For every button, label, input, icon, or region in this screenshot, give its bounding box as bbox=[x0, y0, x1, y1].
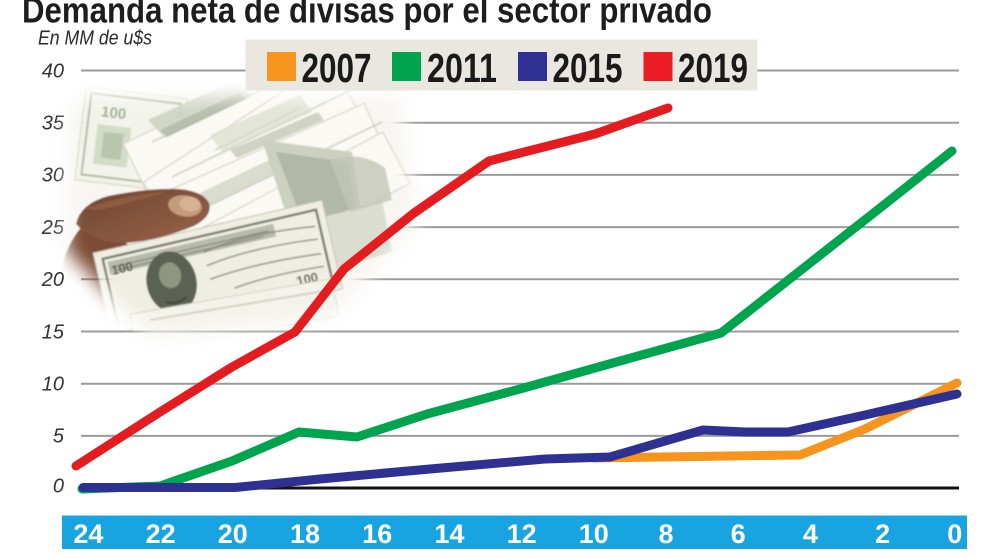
svg-text:4: 4 bbox=[803, 519, 818, 549]
svg-text:20: 20 bbox=[218, 519, 248, 549]
svg-text:2007: 2007 bbox=[302, 45, 372, 91]
svg-text:2019: 2019 bbox=[678, 45, 748, 91]
svg-text:En MM de u$s: En MM de u$s bbox=[38, 28, 152, 50]
svg-text:40: 40 bbox=[42, 60, 64, 82]
svg-text:22: 22 bbox=[146, 519, 176, 549]
svg-text:0: 0 bbox=[53, 476, 64, 498]
svg-text:16: 16 bbox=[362, 519, 392, 549]
svg-text:24: 24 bbox=[73, 519, 103, 549]
svg-text:10: 10 bbox=[579, 519, 609, 549]
svg-text:Demanda neta de divisas por el: Demanda neta de divisas por el sector pr… bbox=[22, 0, 712, 31]
svg-text:2011: 2011 bbox=[427, 45, 497, 91]
svg-text:14: 14 bbox=[434, 519, 464, 549]
svg-text:0: 0 bbox=[947, 519, 962, 549]
svg-text:5: 5 bbox=[53, 426, 65, 448]
svg-text:2: 2 bbox=[875, 519, 890, 549]
svg-text:12: 12 bbox=[507, 519, 537, 549]
svg-text:100: 100 bbox=[110, 259, 135, 278]
svg-text:100: 100 bbox=[100, 103, 127, 123]
svg-text:10: 10 bbox=[42, 374, 64, 396]
svg-text:2015: 2015 bbox=[553, 45, 623, 91]
svg-text:8: 8 bbox=[658, 519, 673, 549]
svg-text:18: 18 bbox=[290, 519, 320, 549]
svg-text:6: 6 bbox=[731, 519, 746, 549]
